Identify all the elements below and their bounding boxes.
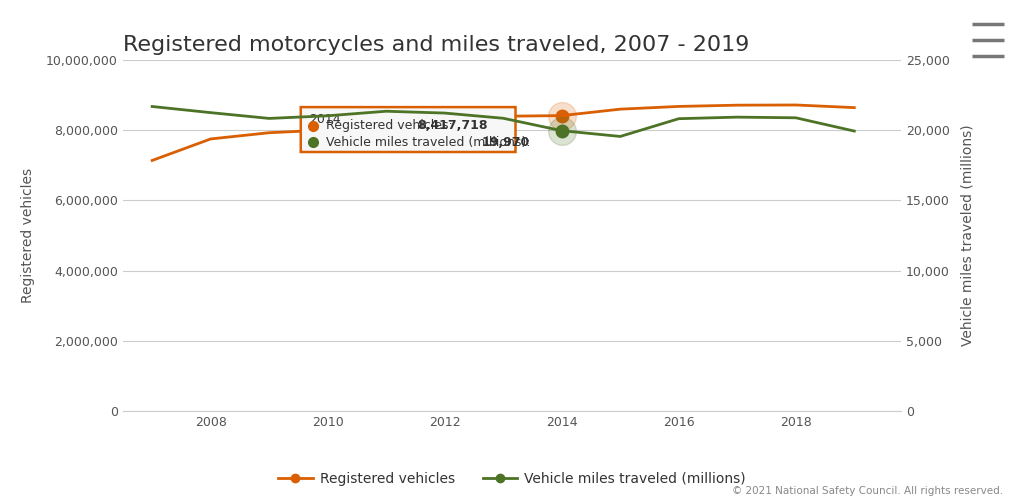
Text: Vehicle miles traveled (millions):: Vehicle miles traveled (millions): xyxy=(326,136,535,149)
FancyBboxPatch shape xyxy=(301,107,515,152)
Text: 2014: 2014 xyxy=(309,113,341,126)
Text: Registered vehicles:: Registered vehicles: xyxy=(326,119,457,132)
Y-axis label: Registered vehicles: Registered vehicles xyxy=(22,168,35,303)
Text: © 2021 National Safety Council. All rights reserved.: © 2021 National Safety Council. All righ… xyxy=(732,486,1004,496)
Text: Registered motorcycles and miles traveled, 2007 - 2019: Registered motorcycles and miles travele… xyxy=(123,35,750,55)
Text: 19,970: 19,970 xyxy=(481,136,529,149)
Text: 8,417,718: 8,417,718 xyxy=(417,119,487,132)
Y-axis label: Vehicle miles traveled (millions): Vehicle miles traveled (millions) xyxy=(961,125,975,346)
Legend: Registered vehicles, Vehicle miles traveled (millions): Registered vehicles, Vehicle miles trave… xyxy=(272,466,752,491)
